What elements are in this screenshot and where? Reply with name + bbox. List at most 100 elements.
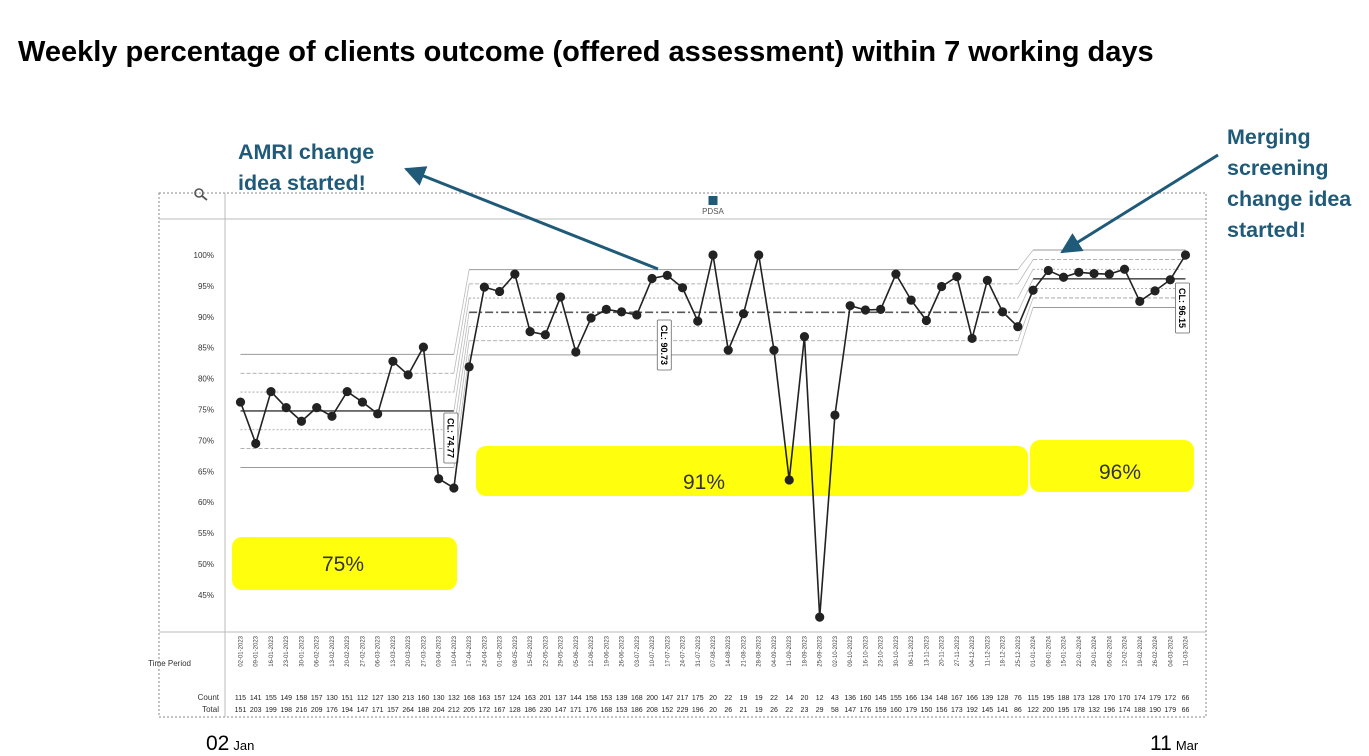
callout-line: Merging [1227, 125, 1311, 149]
data-point [601, 304, 611, 314]
total-cell: 150 [921, 707, 933, 714]
total-cell: 192 [966, 707, 978, 714]
total-cell: 23 [801, 707, 809, 714]
total-cell: 204 [433, 707, 445, 714]
data-point [845, 301, 855, 311]
data-point [464, 362, 474, 372]
count-cell: 168 [631, 695, 643, 702]
data-point [754, 250, 764, 260]
data-point [1043, 265, 1053, 276]
total-cell: 176 [326, 707, 338, 714]
count-cell: 175 [692, 695, 704, 702]
y-tick-label: 100% [194, 251, 214, 260]
x-tick-label: 14-08-2023 [726, 635, 732, 666]
x-tick-label: 20-11-2023 [940, 635, 946, 666]
total-cell: 147 [555, 707, 567, 714]
total-cell: 145 [982, 707, 994, 714]
count-cell: 112 [357, 695, 368, 702]
cl-label: CL: 90.73 [656, 319, 672, 371]
phase-transition-line [453, 312, 470, 411]
data-point [388, 356, 398, 366]
total-cell: 264 [402, 707, 414, 714]
x-tick-label: 29-05-2023 [559, 635, 565, 666]
count-cell: 213 [402, 695, 414, 702]
count-cell: 130 [387, 695, 399, 702]
x-tick-label: 20-02-2023 [345, 635, 351, 666]
phase-transition-line [1017, 278, 1034, 313]
count-cell: 188 [1058, 695, 1070, 702]
cl-label-box [443, 412, 459, 464]
x-tick-label: 26-06-2023 [620, 635, 626, 666]
cl-label-box [656, 319, 672, 371]
count-cell: 160 [860, 695, 872, 702]
count-cell: 148 [936, 695, 948, 702]
data-point [373, 409, 383, 419]
footer-date-day: 11 [1150, 732, 1172, 755]
data-point [708, 250, 718, 260]
cl-label: CL: 96.15 [1175, 282, 1190, 334]
phase-transition-line [453, 298, 470, 393]
data-point [525, 327, 535, 337]
total-cell: 58 [831, 707, 839, 714]
x-tick-label: 19-02-2024 [1138, 635, 1144, 666]
total-cell: 153 [616, 707, 628, 714]
footer-date-start: 02 Jan [206, 732, 254, 756]
count-cell: 155 [265, 695, 277, 702]
search-icon-handle [201, 195, 208, 201]
x-tick-label: 11-03-2024 [1184, 635, 1190, 666]
data-point [738, 309, 749, 319]
x-tick-label: 27-11-2023 [955, 635, 961, 666]
x-tick-label: 25-09-2023 [818, 635, 824, 666]
highlight-band [232, 537, 457, 590]
total-cell: 190 [1149, 707, 1161, 714]
callout-arrow-left [404, 166, 659, 271]
footer-date-month: Jan [233, 738, 255, 753]
total-cell: 174 [1119, 707, 1131, 714]
count-cell: 12 [816, 695, 824, 702]
x-tick-label: 12-02-2024 [1123, 635, 1129, 666]
data-point [830, 410, 840, 420]
x-tick-label: 04-12-2023 [970, 635, 976, 666]
count-cell: 115 [1027, 695, 1038, 702]
data-point [1028, 285, 1038, 295]
data-point [891, 269, 901, 279]
total-cell: 132 [1088, 707, 1100, 714]
data-point [799, 331, 810, 342]
data-point [342, 386, 352, 397]
data-point [769, 345, 779, 355]
x-tick-label: 15-05-2023 [528, 635, 534, 666]
data-point [357, 397, 368, 407]
total-cell: 186 [631, 707, 643, 714]
callout-merging-screening: Merging screening change idea started! [1227, 122, 1351, 246]
x-tick-label: 25-12-2023 [1016, 635, 1022, 666]
y-tick-label: 70% [198, 436, 214, 445]
x-tick-label: 01-05-2023 [498, 635, 504, 666]
total-cell: 198 [280, 707, 292, 714]
total-cell: 26 [724, 707, 732, 714]
total-cell: 194 [341, 707, 353, 714]
data-point [647, 273, 657, 284]
total-cell: 173 [951, 707, 963, 714]
x-tick-label: 13-11-2023 [924, 635, 930, 666]
count-cell: 158 [296, 695, 308, 702]
x-tick-label: 18-12-2023 [1001, 635, 1007, 666]
data-point [982, 275, 992, 285]
x-tick-label: 09-01-2023 [254, 635, 260, 666]
total-cell: 19 [755, 707, 763, 714]
x-tick-label: 11-09-2023 [787, 635, 793, 666]
x-tick-label: 04-03-2024 [1168, 635, 1174, 666]
total-cell: 152 [661, 707, 673, 714]
total-cell: 156 [936, 707, 948, 714]
phase-3-limits [1033, 249, 1186, 309]
search-icon [194, 188, 208, 201]
data-point [906, 295, 916, 305]
count-cell: 163 [479, 695, 491, 702]
count-cell: 172 [1164, 695, 1176, 702]
x-tick-label: 23-10-2023 [879, 635, 885, 666]
x-tick-label: 04-09-2023 [772, 635, 778, 666]
count-cell: 20 [709, 695, 717, 702]
count-cell: 43 [831, 695, 839, 702]
total-cell: 216 [296, 707, 308, 714]
count-cell: 136 [844, 695, 856, 702]
total-cell: 199 [265, 707, 277, 714]
